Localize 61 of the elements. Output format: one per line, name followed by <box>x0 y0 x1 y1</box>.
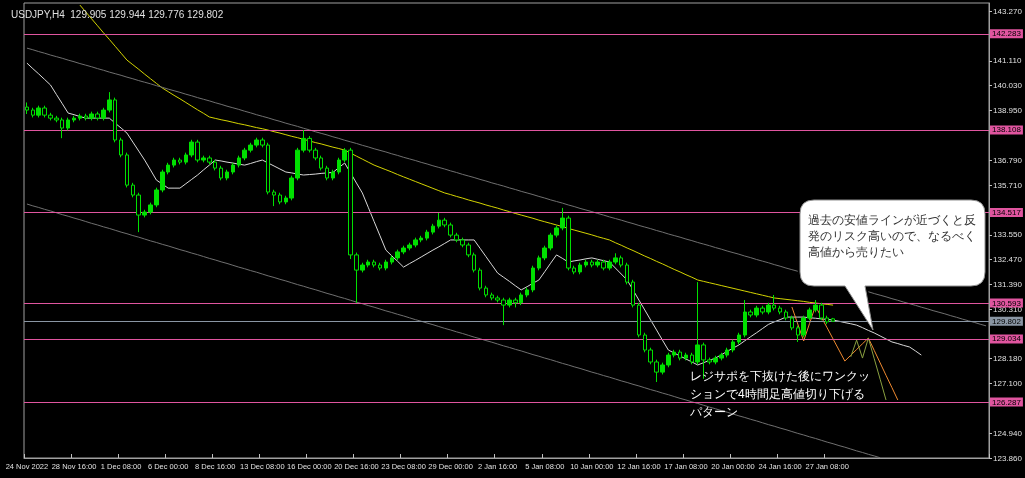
candlestick <box>584 259 588 268</box>
candlestick <box>831 317 835 323</box>
candlestick <box>531 265 535 293</box>
ref-line-label: 126.287 <box>992 397 1022 407</box>
y-tick-label: 141.110 <box>993 56 1022 66</box>
candlestick <box>784 309 788 321</box>
candlestick <box>225 169 229 181</box>
candlestick <box>637 302 641 338</box>
candlestick <box>384 259 388 271</box>
candlestick <box>484 285 488 298</box>
y-tick-label: 133.550 <box>993 230 1023 240</box>
candlestick <box>678 349 682 361</box>
y-tick-label: 123.860 <box>993 453 1023 463</box>
candlestick <box>790 315 794 331</box>
candlestick <box>72 115 76 123</box>
candlestick <box>331 169 335 181</box>
candlestick <box>172 157 176 168</box>
candlestick <box>78 113 82 121</box>
candlestick <box>125 152 129 188</box>
ref-line-label: 129.802 <box>992 316 1022 326</box>
y-tick-label: 127.100 <box>993 378 1023 388</box>
annotation: レジサポを下抜けた後にワンクッションで4時間足高値切り下げるパターン <box>690 368 871 421</box>
line-series <box>26 203 881 459</box>
candlestick <box>66 117 70 131</box>
candlestick <box>219 165 223 181</box>
candlestick <box>778 305 782 315</box>
y-tick-label: 136.790 <box>993 155 1023 165</box>
ref-line-label: 138.108 <box>992 125 1022 135</box>
candlestick <box>431 223 435 235</box>
candlestick <box>631 279 635 308</box>
y-tick-label: 131.390 <box>993 280 1023 290</box>
candlestick <box>325 165 329 181</box>
candlestick <box>231 162 235 175</box>
candlestick <box>525 287 529 298</box>
candlestick <box>731 339 735 353</box>
text: USDJPY,H4 129.905 129.944 129.776 129.802 <box>11 8 224 20</box>
ref-line-label: 129.034 <box>992 334 1022 344</box>
y-tick-label: 124.940 <box>993 428 1023 438</box>
candlestick <box>625 262 629 285</box>
y-tick-label: 135.710 <box>993 180 1023 190</box>
candlestick <box>272 189 276 207</box>
y-tick-label: 140.030 <box>993 81 1023 91</box>
candlestick <box>737 332 741 345</box>
candlestick <box>378 262 382 271</box>
candlestick <box>684 352 688 361</box>
ref-line-label: 130.593 <box>992 298 1022 308</box>
candlestick <box>478 267 482 291</box>
candlestick <box>578 262 582 275</box>
candlestick <box>119 137 123 158</box>
ref-line-label: 142.283 <box>992 29 1022 39</box>
candlestick <box>278 192 282 205</box>
y-tick-label: 138.950 <box>993 106 1023 116</box>
candlestick <box>25 101 29 115</box>
ref-line-label: 134.517 <box>992 208 1022 218</box>
candlestick <box>372 259 376 268</box>
y-tick-label: 128.180 <box>993 354 1023 364</box>
annotation: 過去の安値ラインが近づくと反発のリスク高いので、なるべく高値から売りたい <box>808 212 977 260</box>
candlestick <box>425 229 429 241</box>
y-tick-label: 132.470 <box>993 255 1023 265</box>
y-tick-label: 143.270 <box>993 6 1023 16</box>
candlestick <box>178 157 182 165</box>
